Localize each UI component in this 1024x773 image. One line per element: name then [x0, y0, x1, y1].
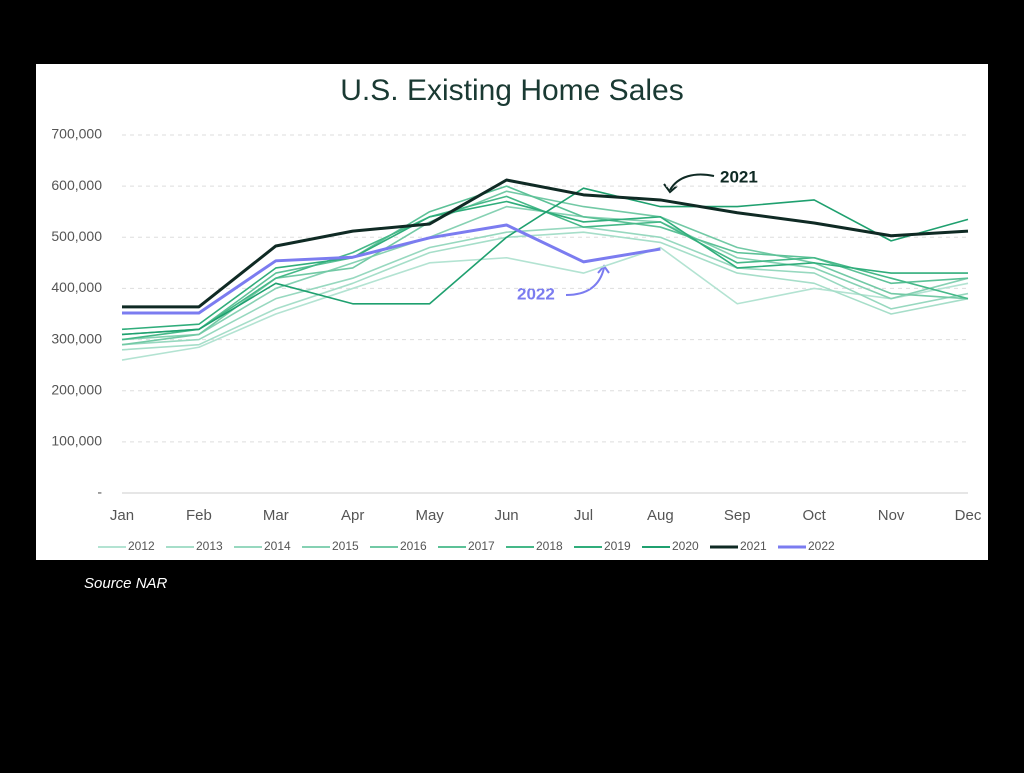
series-line	[121, 246, 969, 361]
y-tick-label: 100,000	[51, 433, 102, 449]
x-tick-label: Mar	[263, 507, 289, 524]
y-tick-label: 400,000	[51, 279, 102, 295]
series-line	[122, 178, 969, 309]
legend-label: 2019	[604, 539, 631, 553]
y-tick-label: 700,000	[51, 126, 102, 142]
x-tick-label: Feb	[186, 507, 212, 524]
y-tick-label: 200,000	[51, 381, 102, 397]
source: Source NAR	[84, 575, 168, 592]
series-line	[121, 187, 969, 336]
series-line	[121, 226, 969, 346]
legend-label: 2016	[400, 539, 427, 553]
x-tick-label: Aug	[647, 507, 674, 524]
legend-label: 2017	[468, 539, 495, 553]
y-tick-label: -	[97, 484, 102, 500]
x-tick-label: Jan	[110, 507, 134, 524]
legend-label: 2020	[672, 539, 699, 553]
x-tick-label: May	[415, 507, 444, 524]
legend-label: 2015	[332, 539, 359, 553]
legend-label: 2012	[128, 539, 155, 553]
annotation: 2021	[720, 167, 758, 186]
chart-title: U.S. Existing Home Sales	[340, 74, 683, 107]
x-tick-label: Apr	[341, 507, 364, 524]
series-line	[121, 231, 969, 351]
legend-label: 2013	[196, 539, 223, 553]
legend-label: 2014	[264, 539, 291, 553]
annotation-arrow	[663, 183, 678, 194]
x-tick-label: Jun	[494, 507, 518, 524]
annotation: 2022	[517, 284, 555, 303]
annotation-arrow	[669, 173, 715, 191]
annotation-arrow	[565, 267, 605, 296]
x-tick-label: Jul	[574, 507, 593, 524]
legend-label: 2022	[808, 539, 835, 553]
y-tick-label: 300,000	[51, 330, 102, 346]
x-tick-label: Sep	[724, 507, 751, 524]
y-tick-label: 500,000	[51, 228, 102, 244]
series-line	[121, 200, 968, 331]
series-line	[121, 185, 969, 336]
series-line	[122, 223, 661, 315]
x-tick-label: Nov	[878, 507, 905, 524]
x-tick-label: Oct	[803, 507, 827, 524]
legend-label: 2021	[740, 539, 767, 553]
legend-label: 2018	[536, 539, 563, 553]
x-tick-label: Dec	[955, 507, 982, 524]
y-tick-label: 600,000	[51, 177, 102, 193]
